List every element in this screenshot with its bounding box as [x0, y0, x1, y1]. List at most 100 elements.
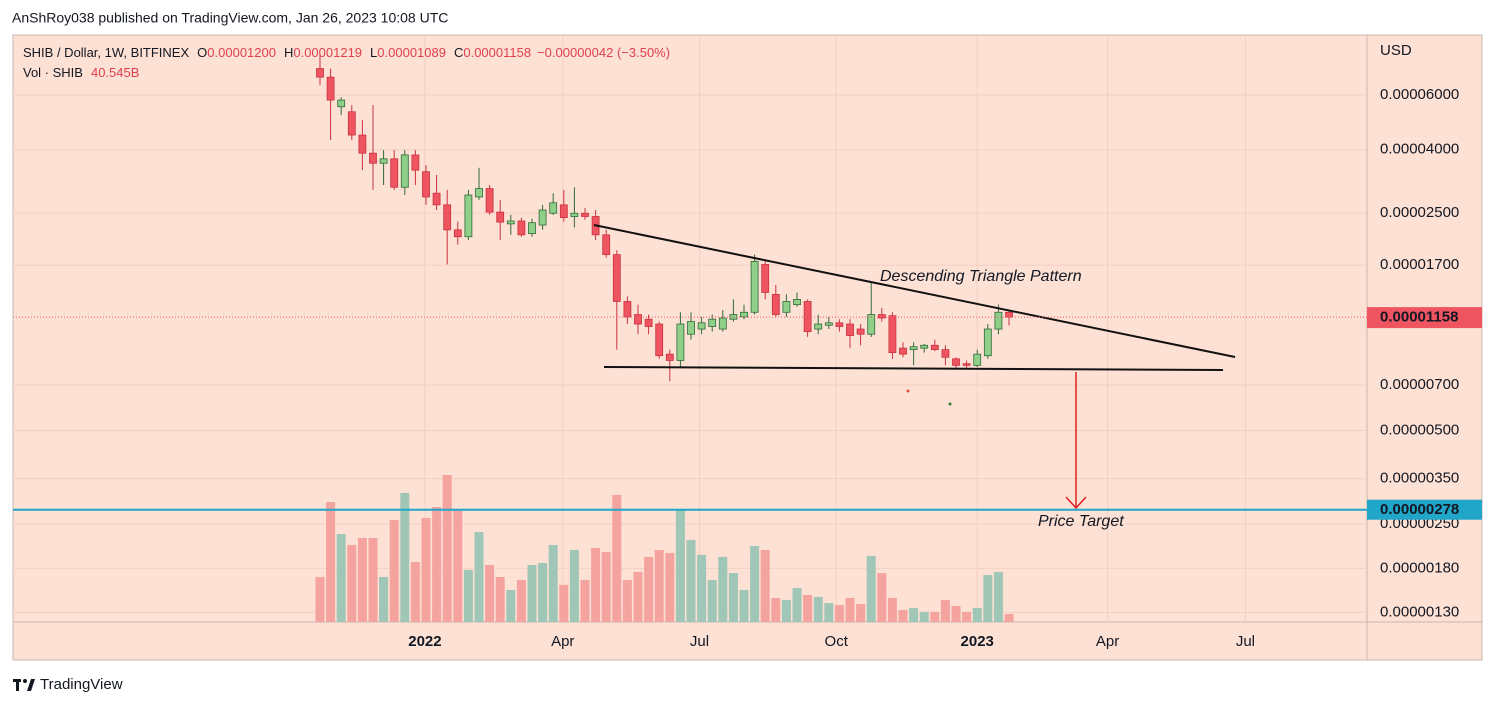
volume-bar [824, 603, 834, 622]
candle-body [909, 346, 918, 351]
x-tick-label: Apr [551, 633, 574, 650]
volume-bar [834, 605, 844, 622]
candle-body [941, 349, 950, 358]
volume-bar [919, 611, 929, 622]
candle-body [400, 154, 409, 188]
volume-bar [601, 551, 611, 622]
candle-body [528, 222, 536, 234]
candle-body [814, 323, 823, 330]
candle-body [411, 154, 420, 171]
triangle-lower [603, 366, 1224, 371]
candle-body [835, 322, 844, 327]
marker-dot [948, 402, 952, 406]
volume-bar [389, 519, 399, 622]
ohlc-key: O [197, 45, 207, 60]
attribution: AnShRoy038 published on TradingView.com,… [12, 10, 448, 26]
volume-bar [326, 502, 336, 622]
volume-bar [718, 556, 728, 622]
y-tick-label: 0.00006000 [1380, 86, 1459, 103]
candle-body [432, 192, 441, 206]
x-tick-label: Jul [690, 633, 709, 650]
candle-body [856, 328, 865, 335]
candle-body [771, 294, 780, 315]
candle-body [687, 321, 695, 335]
volume-bar [612, 494, 622, 622]
candle-body [347, 111, 356, 136]
volume-bar [845, 597, 855, 622]
volume-bar [633, 571, 643, 622]
brand: TradingView [40, 676, 123, 693]
candle-body [390, 158, 399, 188]
candle-body [655, 323, 664, 357]
candle-body [888, 315, 897, 354]
candle-body [973, 353, 982, 366]
x-tick-label: Jul [1236, 633, 1255, 650]
volume-bar [622, 579, 632, 622]
candle-body [581, 212, 589, 217]
volume-title: Vol · SHIB [23, 65, 83, 80]
volume-bar [686, 539, 696, 622]
candle-body [517, 220, 526, 236]
volume-bar [728, 573, 738, 622]
candle-body [369, 152, 377, 164]
ohlc-key: C [454, 45, 463, 60]
candle-body [718, 317, 727, 330]
volume-bar [410, 562, 420, 622]
y-tick-label: 0.00001700 [1380, 256, 1459, 273]
volume-bar [442, 475, 452, 622]
candle-body [803, 301, 812, 333]
marker-dot [906, 389, 910, 393]
volume-bar [792, 588, 802, 622]
currency: USD [1380, 42, 1412, 59]
x-tick-label: Apr [1096, 633, 1119, 650]
volume-bar [463, 569, 473, 622]
volume-bar [760, 549, 770, 622]
symbol: SHIB / Dollar, 1W, BITFINEX [23, 45, 189, 60]
ohlc-value: 0.00001200 [207, 45, 276, 60]
ohlc-value: 0.00001158 [463, 45, 531, 60]
candle-body [634, 314, 642, 325]
ohlc-key: L [370, 45, 377, 60]
volume-bar [336, 533, 346, 622]
current-price-label: 0.00001158 [1380, 309, 1458, 326]
price-target-value: 0.00000278 [1380, 501, 1459, 518]
volume-bar [665, 552, 675, 622]
volume-bar [315, 577, 325, 622]
candle-body [994, 311, 1003, 330]
volume-bar [569, 549, 579, 622]
volume-bar [739, 590, 749, 622]
price-target-label: Price Target [1038, 513, 1124, 530]
volume-bar [781, 599, 791, 622]
candle-body [920, 344, 929, 349]
volume-bar [1004, 613, 1014, 622]
candle-body [1005, 311, 1013, 318]
volume-bar [347, 545, 357, 622]
volume-bar [866, 555, 876, 622]
change: −0.00000042 (−3.50%) [537, 45, 670, 60]
volume-legend: Vol · SHIB 40.545B [23, 65, 139, 80]
volume-bar [379, 577, 389, 622]
volume-bar [707, 579, 717, 622]
candle-body [697, 322, 706, 330]
volume-bar [559, 584, 569, 622]
candle-body [899, 347, 907, 355]
candle-body [358, 134, 367, 154]
x-tick-label: 2022 [408, 633, 441, 650]
volume-bar [993, 571, 1003, 622]
volume-bar [644, 556, 654, 622]
volume-bar [930, 611, 940, 622]
candle-body [867, 314, 876, 335]
x-tick-label: 2023 [961, 633, 994, 650]
candle-body [443, 204, 452, 231]
volume-bar [898, 609, 908, 622]
candle-body [962, 363, 971, 366]
ohlc-value: 0.00001219 [293, 45, 362, 60]
candle-body [952, 358, 960, 366]
volume-bar [357, 537, 367, 622]
price-target-tag [1367, 499, 1482, 520]
legend-line: SHIB / Dollar, 1W, BITFINEX O0.00001200 H0… [23, 45, 670, 60]
volume-bar [432, 506, 442, 622]
candle-body [846, 323, 854, 336]
volume-bar [485, 564, 495, 622]
